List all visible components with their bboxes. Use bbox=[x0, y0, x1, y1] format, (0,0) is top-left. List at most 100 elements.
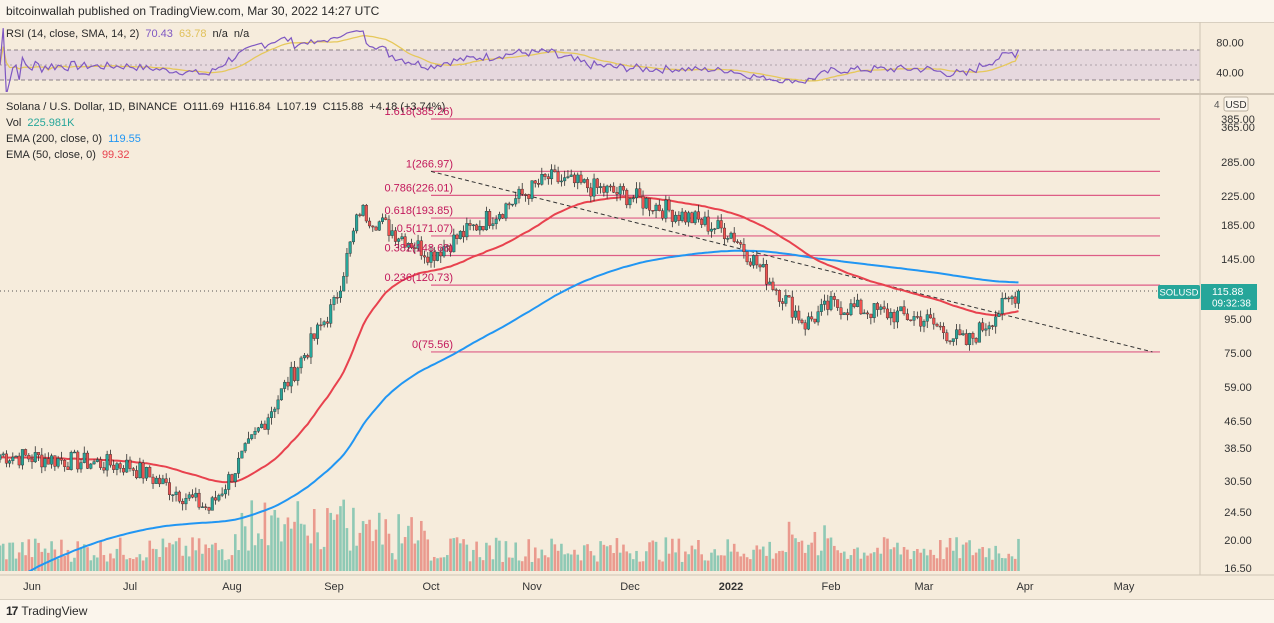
candle-body bbox=[635, 188, 639, 199]
volume-bar bbox=[902, 547, 906, 571]
volume-bar bbox=[599, 541, 602, 571]
ema200-label[interactable]: EMA (200, close, 0) bbox=[6, 133, 102, 145]
time-tick-label: Oct bbox=[422, 581, 439, 593]
volume-bar bbox=[21, 542, 24, 571]
volume-bar bbox=[651, 540, 655, 571]
rsi-legend-name: RSI (14, close, SMA, 14, 2) bbox=[6, 28, 140, 40]
time-tick-label: Nov bbox=[522, 581, 542, 593]
volume-bar bbox=[420, 520, 423, 571]
volume-bar bbox=[485, 542, 488, 571]
volume-bar bbox=[991, 559, 994, 571]
volume-bar bbox=[178, 537, 181, 571]
volume-bar bbox=[342, 499, 345, 571]
candle-body bbox=[118, 463, 122, 469]
candle-body bbox=[72, 451, 76, 454]
candle-body bbox=[971, 333, 975, 339]
candle-body bbox=[108, 454, 112, 466]
candle-body bbox=[612, 185, 616, 193]
volume-bar bbox=[73, 557, 76, 571]
volume-bar bbox=[859, 558, 863, 571]
volume-bar bbox=[612, 553, 615, 571]
volume-bar bbox=[971, 555, 975, 571]
ema-50-line bbox=[0, 195, 1019, 484]
volume-bar bbox=[296, 501, 300, 571]
time-tick-label: Mar bbox=[915, 581, 934, 593]
rsi-pane bbox=[0, 28, 1274, 95]
currency-tag[interactable] bbox=[1223, 96, 1249, 112]
volume-bar bbox=[197, 538, 201, 571]
volume-bar bbox=[1000, 558, 1004, 571]
candle-body bbox=[732, 232, 736, 242]
volume-bar bbox=[115, 548, 119, 571]
time-tick-label: Aug bbox=[222, 581, 242, 593]
candle-body bbox=[33, 452, 37, 463]
candle-body bbox=[322, 321, 326, 326]
volume-bar bbox=[455, 537, 459, 571]
candle-body bbox=[276, 399, 280, 410]
volume-bar bbox=[654, 541, 658, 571]
candle-body bbox=[14, 455, 18, 458]
candle-body bbox=[777, 290, 781, 302]
ema50-label[interactable]: EMA (50, close, 0) bbox=[6, 149, 96, 161]
candle-body bbox=[220, 493, 224, 496]
candle-body bbox=[309, 333, 313, 358]
candle-body bbox=[86, 452, 90, 469]
candle-body bbox=[79, 462, 83, 470]
volume-bar bbox=[582, 545, 586, 571]
volume-bar bbox=[243, 526, 247, 571]
volume-bar bbox=[227, 559, 231, 571]
volume-bar bbox=[547, 557, 550, 571]
candle-body bbox=[948, 340, 952, 343]
candle-body bbox=[690, 212, 694, 224]
tradingview-logo[interactable]: 17 TradingView bbox=[6, 604, 87, 618]
candle-body bbox=[491, 223, 495, 226]
volume-bar bbox=[955, 537, 958, 571]
volume-bar bbox=[609, 545, 612, 571]
volume-label[interactable]: Vol bbox=[6, 117, 22, 129]
symbol-title[interactable]: Solana / U.S. Dollar, 1D, BINANCE bbox=[6, 101, 178, 113]
candle-body bbox=[256, 427, 260, 432]
candle-body bbox=[899, 306, 903, 312]
candle-body bbox=[429, 251, 433, 263]
candle-body bbox=[416, 240, 420, 249]
candle-body bbox=[1000, 298, 1004, 314]
ema50-legend: EMA (50, close, 0) 99.32 bbox=[6, 149, 132, 161]
volume-bar bbox=[852, 548, 856, 571]
candle-body bbox=[419, 240, 423, 256]
candle-body bbox=[566, 176, 570, 178]
volume-bar bbox=[994, 545, 997, 571]
fib-level-label: 0(75.56) bbox=[412, 339, 453, 351]
volume-bar bbox=[371, 541, 375, 571]
candle-body bbox=[233, 473, 237, 482]
volume-bar bbox=[576, 554, 580, 571]
candle-body bbox=[987, 325, 991, 330]
volume-bar bbox=[638, 561, 642, 571]
candle-body bbox=[553, 169, 557, 173]
time-axis[interactable]: Jun Jul Aug Sep Oct Nov Dec 2022 Feb Mar Apr May bbox=[23, 581, 1135, 593]
volume-bar bbox=[145, 557, 148, 571]
candle-body bbox=[523, 194, 527, 196]
volume-bar bbox=[472, 549, 475, 571]
candle-body bbox=[504, 203, 508, 219]
candle-body bbox=[468, 223, 472, 226]
candle-body bbox=[882, 306, 886, 310]
candle-body bbox=[709, 228, 713, 232]
candle-body bbox=[92, 461, 96, 465]
volume-bar bbox=[768, 541, 772, 571]
candle-body bbox=[784, 295, 788, 304]
descending-trendline[interactable] bbox=[430, 170, 1153, 353]
rsi-legend-na1: n/a bbox=[212, 28, 228, 40]
volume-bar bbox=[517, 560, 521, 571]
price-tick-label: 145.00 bbox=[1221, 254, 1255, 266]
volume-bar bbox=[289, 528, 293, 571]
candle-body bbox=[892, 312, 896, 323]
rsi-axis[interactable]: 80.00 40.00 bbox=[1216, 38, 1244, 80]
fibonacci-labels: 1.618(385.26) 1(266.97) 0.786(226.01) 0.618… bbox=[385, 106, 454, 351]
volume-bar bbox=[410, 517, 413, 571]
candle-body bbox=[797, 310, 801, 321]
candle-body bbox=[716, 220, 720, 229]
candle-body bbox=[246, 438, 250, 444]
candle-body bbox=[748, 261, 752, 266]
